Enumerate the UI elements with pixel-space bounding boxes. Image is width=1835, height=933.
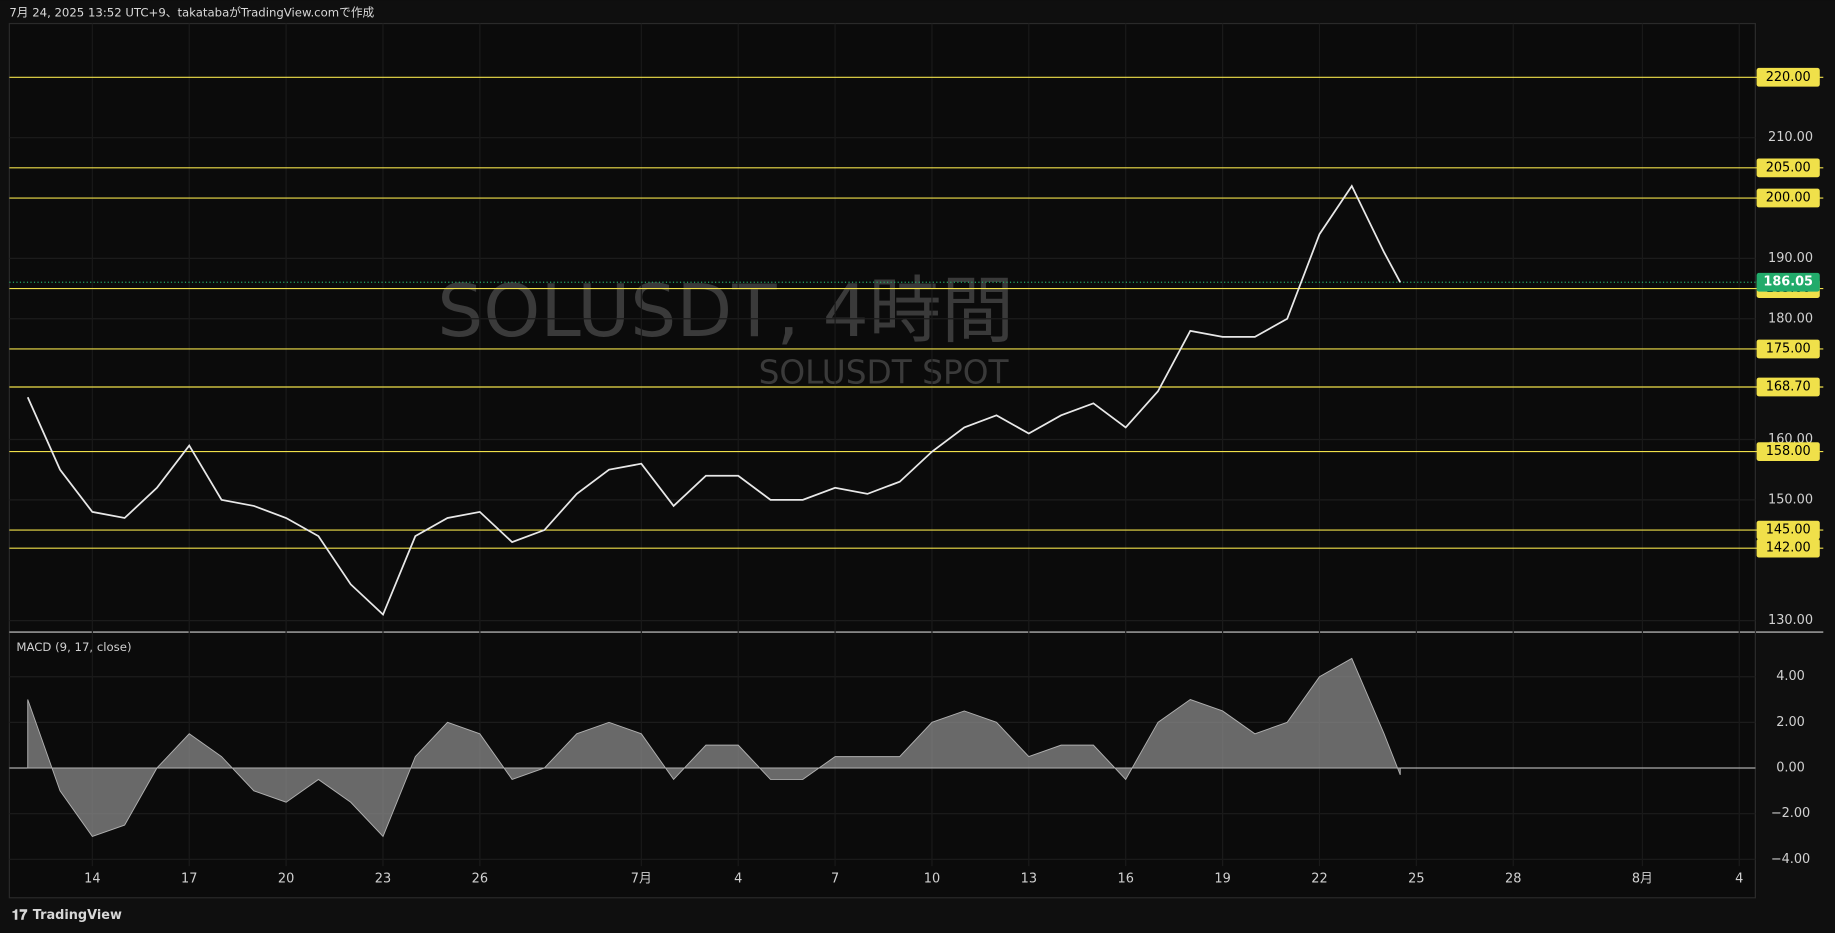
last-price-box: [1756, 272, 1820, 292]
x-tick-label: 26: [472, 872, 488, 887]
x-tick-label: 19: [1214, 872, 1230, 887]
x-tick-label: 4: [734, 872, 742, 887]
x-tick-label: 10: [924, 872, 940, 887]
x-tick-label: 14: [84, 872, 100, 887]
x-tick-label: 17: [181, 872, 197, 887]
level-label: 158.00: [1766, 444, 1811, 459]
level-label-box: [1756, 538, 1820, 558]
y-tick-label: 150.00: [1768, 492, 1813, 507]
plot-frame: [8, 22, 1757, 899]
level-label-box: [1756, 67, 1820, 87]
level-label-box: [1756, 377, 1820, 397]
level-label-box: [1756, 339, 1820, 359]
level-label-box: [1756, 520, 1820, 540]
watermark-subtitle: SOLUSDT SPOT: [759, 354, 1010, 392]
last-price-label: 186.05: [1763, 275, 1813, 290]
caption: 7月 24, 2025 13:52 UTC+9、takatabaがTrading…: [9, 6, 374, 20]
y-tick-label: 130.00: [1768, 613, 1813, 628]
x-tick-label: 22: [1311, 872, 1327, 887]
level-label: 205.00: [1766, 160, 1811, 175]
level-label: 175.00: [1766, 341, 1811, 356]
brand: TradingView: [33, 908, 122, 923]
y-tick-label: −2.00: [1771, 806, 1810, 821]
y-tick-label: 190.00: [1768, 251, 1813, 266]
level-label: 145.00: [1766, 523, 1811, 538]
brand-logo: 𝟏𝟕: [12, 907, 28, 923]
label-layer: 130.00 150.00 16 0.00 180.00 190.00 210.00 220.…: [84, 67, 1820, 887]
y-tick-label: 4.00: [1776, 669, 1805, 684]
price-line: [26, 184, 1402, 617]
watermark-title: SOLUSDT, 4時間: [437, 270, 1014, 354]
macd-area: [27, 657, 1401, 838]
y-tick-label: 2.00: [1776, 715, 1805, 730]
level-label: 200.00: [1766, 191, 1811, 206]
y-tick-label: 210.00: [1768, 130, 1813, 145]
level-label: 168.70: [1766, 379, 1811, 394]
x-tick-label: 28: [1505, 872, 1521, 887]
x-tick-label: 25: [1408, 872, 1424, 887]
level-label: 142.00: [1766, 541, 1811, 556]
x-tick-label: 4: [1735, 872, 1743, 887]
macd-title: MACD (9, 17, close): [16, 640, 131, 654]
x-tick-label: 16: [1118, 872, 1134, 887]
x-tick-label: 7月: [631, 872, 652, 887]
x-tick-label: 7: [831, 872, 839, 887]
level-label-box: [1756, 442, 1820, 461]
y-tick-label: −4.00: [1771, 852, 1810, 867]
level-label-box: [1756, 158, 1820, 178]
grid-layer: [9, 23, 1756, 867]
x-tick-label: 8月: [1632, 872, 1653, 887]
level-label-box: [1756, 188, 1820, 208]
y-tick-label: 180.00: [1768, 311, 1813, 326]
x-tick-label: 23: [375, 872, 391, 887]
mark-layer: [9, 76, 1824, 838]
x-tick-label: 20: [278, 872, 294, 887]
y-tick-label: 0.00: [1776, 761, 1805, 776]
x-tick-label: 13: [1021, 872, 1037, 887]
level-label: 220.00: [1766, 70, 1811, 85]
